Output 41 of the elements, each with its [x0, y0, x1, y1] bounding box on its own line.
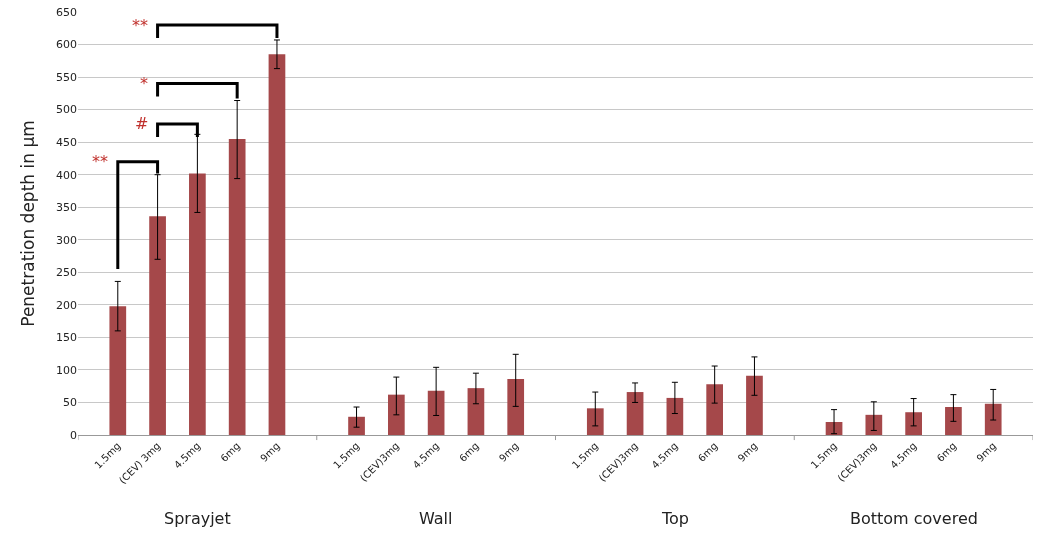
annotation: **: [132, 16, 148, 35]
y-tick-label: 0: [70, 428, 77, 442]
y-tick-label: 450: [56, 136, 77, 149]
bar: [626, 392, 644, 435]
y-tick-label: 600: [56, 38, 77, 52]
bar: [945, 407, 962, 435]
bar: [586, 408, 604, 435]
y-tick-label: 650: [56, 5, 77, 19]
y-tick-label: 250: [56, 266, 77, 280]
bar: [268, 54, 286, 435]
bar: [387, 394, 405, 435]
bar: [746, 375, 763, 435]
y-tick-label: 550: [56, 70, 77, 84]
bar: [189, 173, 206, 435]
bar: [984, 403, 1002, 435]
y-axis-title: Penetration depth in µm: [18, 120, 38, 327]
bar: [706, 384, 724, 435]
y-tick-label: 150: [56, 331, 77, 345]
annotation: **: [92, 152, 108, 171]
text: Wall: [419, 509, 453, 528]
y-tick-label: 350: [56, 201, 77, 215]
text: Bottom covered: [850, 509, 978, 528]
bar: [228, 138, 246, 435]
y-tick-label: 200: [56, 298, 77, 312]
bar: [865, 414, 883, 435]
bar: [109, 306, 127, 435]
bar: [467, 388, 485, 435]
y-tick-label: 300: [56, 233, 77, 247]
bar: [905, 412, 922, 435]
bar: [149, 216, 166, 435]
text: Top: [661, 509, 689, 528]
annotation: *: [140, 74, 148, 93]
y-tick-label: 500: [56, 103, 77, 117]
y-tick-label: 100: [56, 363, 77, 377]
bar: [507, 379, 525, 435]
y-tick-label: 50: [63, 396, 77, 410]
bar: [348, 416, 365, 435]
bar: [666, 397, 684, 435]
annotation: #: [135, 114, 149, 133]
y-tick-label: 400: [56, 168, 77, 182]
text: Sprayjet: [164, 509, 231, 528]
